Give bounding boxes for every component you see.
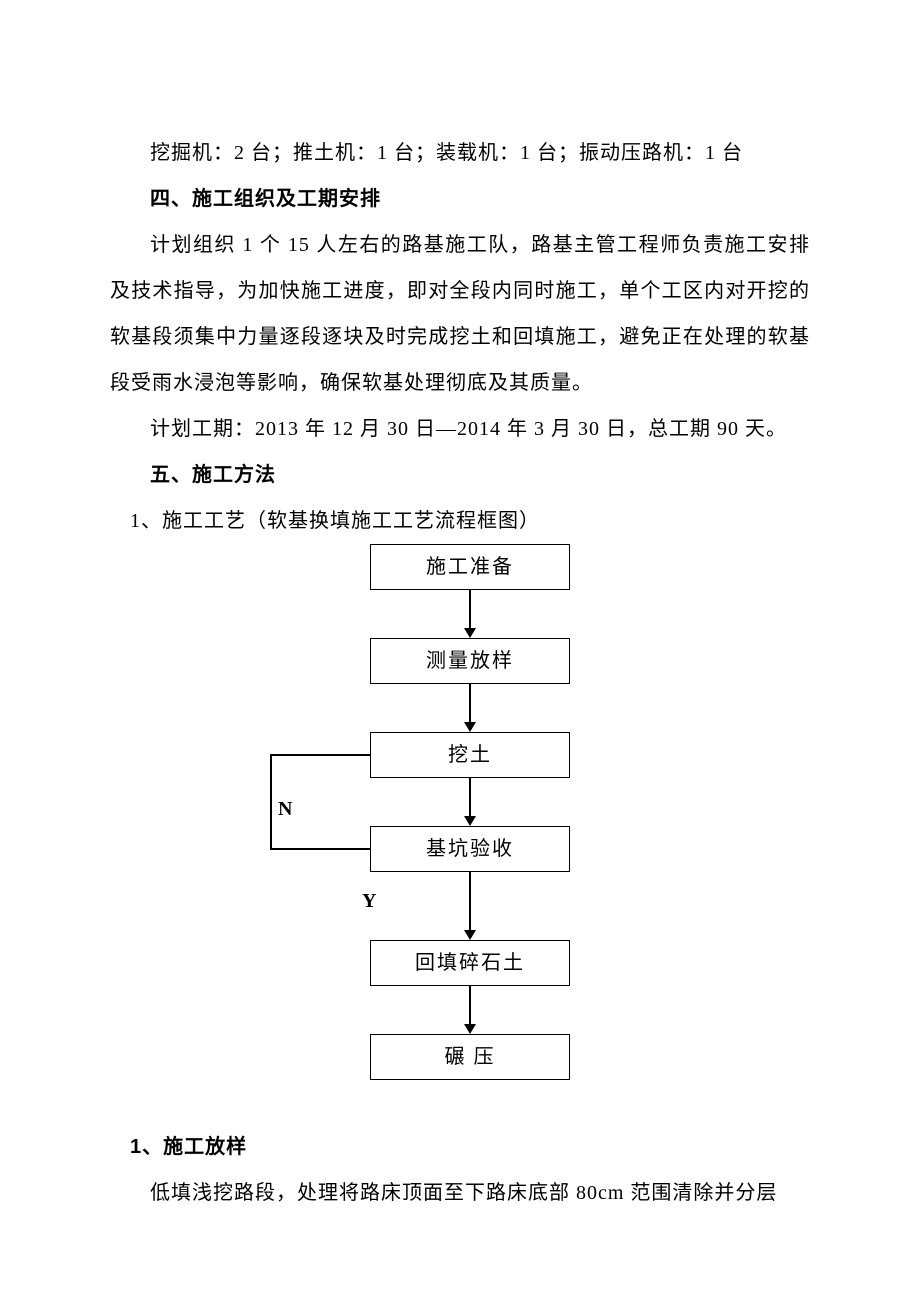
flow-node-compact: 碾 压 — [370, 1034, 570, 1080]
heading-1b: 1、施工放样 — [110, 1124, 810, 1170]
flow-node-excavate: 挖土 — [370, 732, 570, 778]
flow-arrow-line — [469, 590, 471, 628]
flow-node-inspect: 基坑验收 — [370, 826, 570, 872]
flowchart-container: 施工准备 测量放样 挖土 基坑验收 回填碎石土 碾 压 N Y — [110, 544, 810, 1124]
flow-arrow-head — [464, 930, 476, 940]
flow-arrow-line — [469, 684, 471, 722]
flow-node-prep: 施工准备 — [370, 544, 570, 590]
flow-node-backfill: 回填碎石土 — [370, 940, 570, 986]
last-paragraph: 低填浅挖路段，处理将路床顶面至下路床底部 80cm 范围清除并分层 — [110, 1170, 810, 1216]
flow-loop-line — [270, 754, 370, 756]
flow-arrow-line — [469, 778, 471, 816]
heading-section-5: 五、施工方法 — [110, 452, 810, 498]
flow-node-survey: 测量放样 — [370, 638, 570, 684]
flow-label-no: N — [278, 798, 292, 821]
section4-paragraph-1: 计划组织 1 个 15 人左右的路基施工队，路基主管工程师负责施工安排及技术指导… — [110, 222, 810, 406]
section4-paragraph-2: 计划工期：2013 年 12 月 30 日—2014 年 3 月 30 日，总工… — [110, 406, 810, 452]
heading-section-4: 四、施工组织及工期安排 — [110, 176, 810, 222]
flow-arrow-head — [464, 722, 476, 732]
flow-loop-line — [270, 754, 272, 850]
flow-label-yes: Y — [362, 890, 376, 913]
section5-subheading-1: 1、施工工艺（软基换填施工工艺流程框图） — [110, 498, 810, 544]
flow-arrow-head — [464, 628, 476, 638]
equipment-line: 挖掘机：2 台；推土机：1 台；装载机：1 台；振动压路机：1 台 — [110, 130, 810, 176]
flow-arrow-head — [464, 1024, 476, 1034]
flow-arrow-line — [469, 872, 471, 930]
flow-arrow-line — [469, 986, 471, 1024]
flow-loop-line — [270, 848, 370, 850]
flow-arrow-head — [464, 816, 476, 826]
